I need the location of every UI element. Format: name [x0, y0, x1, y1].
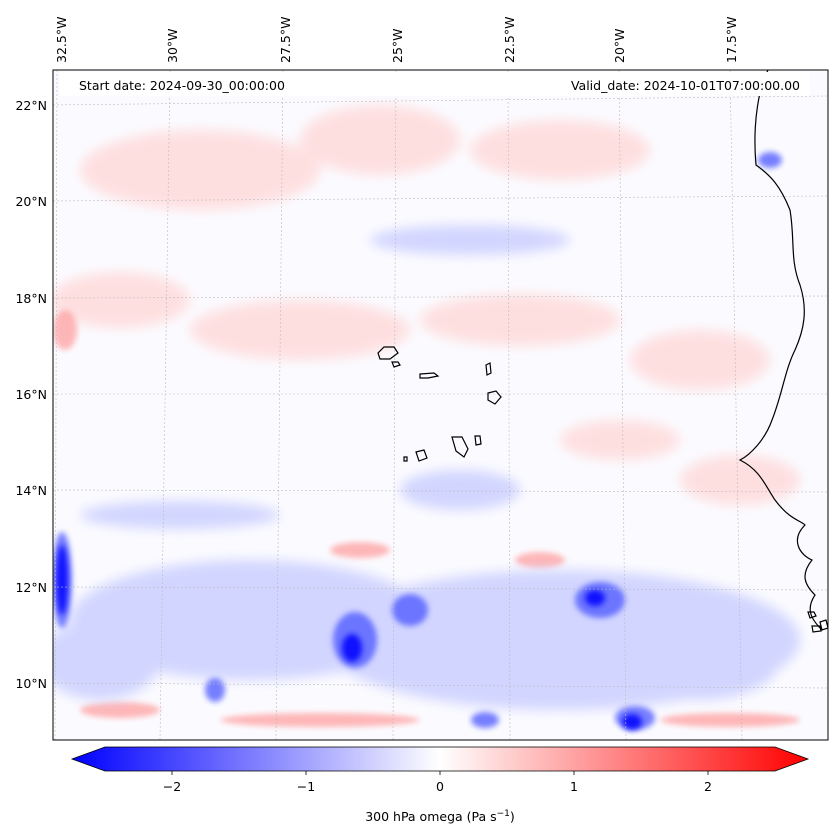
map-frame	[52, 69, 829, 741]
island-sao-nicolau	[419, 372, 440, 379]
lat-label-16n: 16°N	[15, 387, 47, 402]
omega-field-strong-positive	[53, 310, 800, 727]
colorbar-tick-neg1: −1	[297, 779, 315, 794]
latitude-labels: 22°N 20°N 18°N 16°N 14°N 12°N 10°N	[15, 98, 47, 691]
colorbar-label-end: )	[510, 809, 515, 824]
island-fogo	[415, 449, 428, 462]
colorbar-ticks	[171, 771, 709, 775]
colorbar-label-sup: −1	[497, 809, 510, 819]
omega-field-positive-areas	[53, 105, 800, 505]
island-santo-antao	[377, 346, 399, 360]
longitude-labels: 32.5°W 30°W 27.5°W 25°W 22.5°W 20°W 17.5…	[54, 17, 739, 63]
island-sao-vicente	[391, 361, 401, 368]
colorbar-gradient	[70, 746, 810, 772]
island-sal	[485, 362, 492, 376]
colorbar-tick-neg2: −2	[163, 779, 181, 794]
island-boa-vista	[487, 390, 502, 405]
island-maio	[474, 435, 482, 446]
lon-label-20w: 20°W	[612, 28, 627, 63]
colorbar: −2 −1 0 1 2 300 hPa omega (Pa s−1)	[70, 746, 810, 824]
lon-label-22-5w: 22.5°W	[502, 17, 517, 63]
lon-label-30w: 30°W	[165, 28, 180, 63]
lat-label-12n: 12°N	[15, 580, 47, 595]
island-santiago	[451, 436, 469, 458]
colorbar-tick-0: 0	[436, 779, 444, 794]
graticule	[53, 70, 828, 740]
omega-field-negative-areas	[53, 225, 800, 710]
coastlines	[377, 70, 828, 633]
header-band	[60, 72, 810, 96]
island-brava	[403, 456, 408, 462]
lat-label-14n: 14°N	[15, 483, 47, 498]
lon-label-27-5w: 27.5°W	[278, 17, 293, 63]
lat-label-20n: 20°N	[15, 194, 47, 209]
lon-label-32-5w: 32.5°W	[54, 17, 69, 63]
lat-label-22n: 22°N	[15, 98, 47, 113]
colorbar-label: 300 hPa omega (Pa s−1)	[365, 809, 515, 824]
lon-label-17-5w: 17.5°W	[724, 17, 739, 63]
valid-date-label: Valid_date: 2024-10-01T07:00:00.00	[571, 78, 800, 93]
omega-field-peak-negative	[56, 545, 642, 730]
bissagos-islands	[807, 611, 828, 633]
lon-label-25w: 25°W	[390, 28, 405, 63]
lat-label-10n: 10°N	[15, 676, 47, 691]
lat-label-18n: 18°N	[15, 291, 47, 306]
colorbar-tick-2: 2	[704, 779, 712, 794]
start-date-label: Start date: 2024-09-30_00:00:00	[79, 78, 285, 93]
africa-coastline	[738, 70, 823, 631]
colorbar-label-main: 300 hPa omega (Pa s	[365, 809, 496, 824]
colorbar-tick-1: 1	[570, 779, 578, 794]
map-panel	[53, 70, 828, 740]
